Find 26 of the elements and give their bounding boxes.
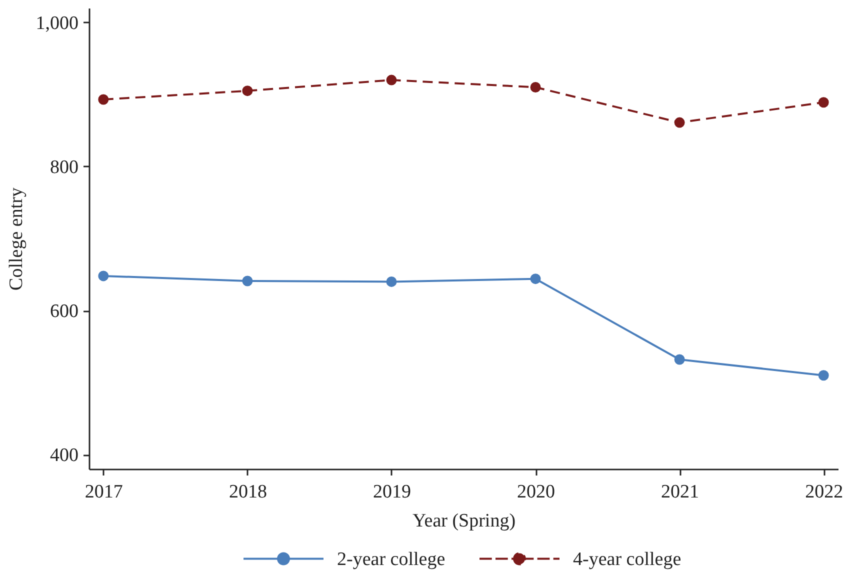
point <box>674 354 685 365</box>
point <box>386 276 397 287</box>
y-tick-label: 400 <box>50 445 78 466</box>
x-axis-title: Year (Spring) <box>412 510 516 532</box>
y-tick-label: 1,000 <box>36 12 78 34</box>
point <box>386 74 397 86</box>
legend-label: 4-year college <box>573 548 682 570</box>
x-tick-label: 2022 <box>805 482 844 502</box>
point <box>98 94 109 105</box>
legend-label: 2-year college <box>337 548 446 570</box>
x-tick-label: 2021 <box>661 482 700 502</box>
point <box>242 276 253 286</box>
x-tick-label: 2019 <box>372 482 411 502</box>
y-tick-label: 800 <box>50 156 78 178</box>
point <box>818 370 829 381</box>
point <box>98 270 109 282</box>
point <box>818 97 829 108</box>
point <box>530 82 541 92</box>
y-axis-title: College entry <box>6 187 27 290</box>
point <box>242 86 253 96</box>
point <box>674 117 685 128</box>
y-tick-label: 600 <box>50 301 78 322</box>
x-tick-label: 2018 <box>228 482 267 502</box>
x-tick-label: 2017 <box>84 482 123 502</box>
x-tick-label: 2020 <box>517 482 556 502</box>
point <box>530 274 541 284</box>
